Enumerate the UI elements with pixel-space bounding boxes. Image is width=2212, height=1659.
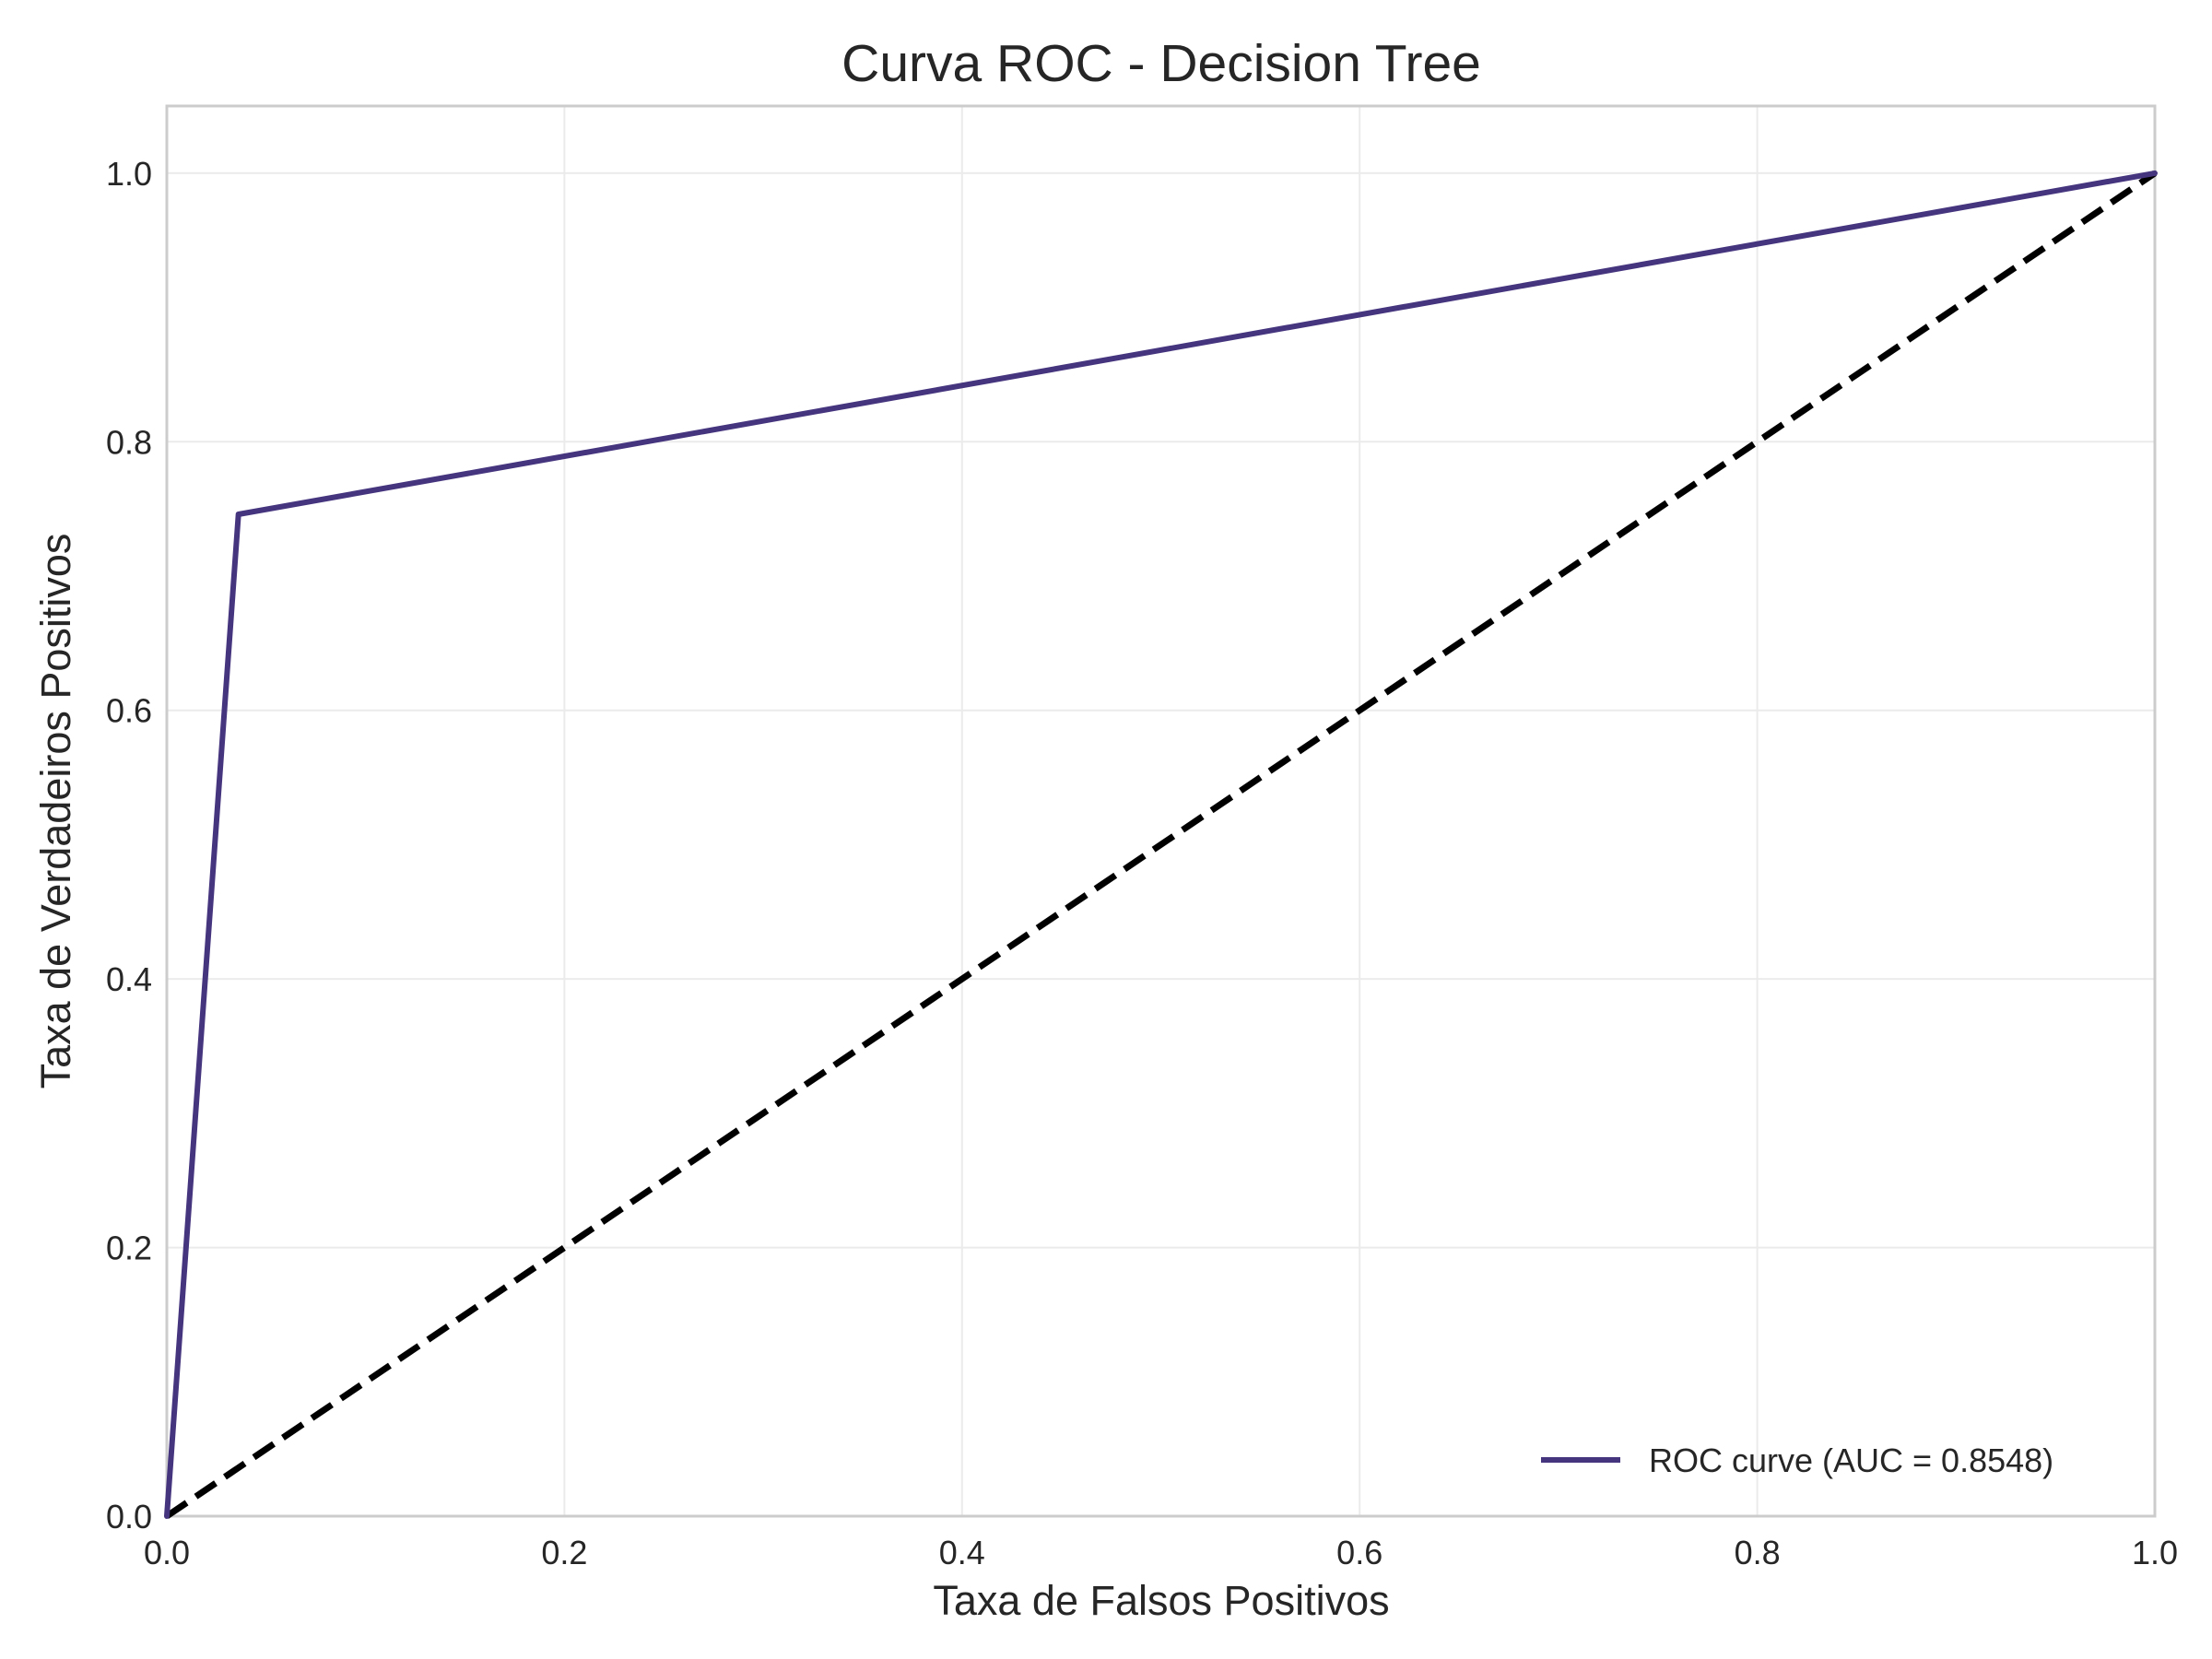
x-tick-label: 0.6: [1336, 1534, 1382, 1571]
y-tick-label: 0.8: [106, 423, 152, 461]
y-tick-label: 0.4: [106, 960, 152, 998]
x-tick-label: 0.0: [144, 1534, 190, 1571]
x-axis-label: Taxa de Falsos Positivos: [933, 1577, 1389, 1624]
y-axis-label: Taxa de Verdadeiros Positivos: [32, 534, 79, 1089]
x-tick-label: 0.2: [541, 1534, 587, 1571]
y-tick-label: 0.2: [106, 1230, 152, 1267]
legend-label-roc: ROC curve (AUC = 0.8548): [1649, 1441, 2053, 1479]
y-axis-ticks: 0.0 0.2 0.4 0.6 0.8 1.0: [106, 155, 152, 1535]
x-tick-label: 0.4: [939, 1534, 985, 1571]
roc-curve-line: [164, 170, 2158, 1519]
y-tick-label: 0.0: [106, 1498, 152, 1535]
x-tick-label: 0.8: [1735, 1534, 1781, 1571]
plot-frame: [165, 104, 2157, 1518]
random-baseline-line: [165, 170, 2157, 1519]
x-axis-ticks: 0.0 0.2 0.4 0.6 0.8 1.0: [144, 1534, 2178, 1571]
chart-title: Curva ROC - Decision Tree: [841, 34, 1481, 93]
legend: ROC curve (AUC = 0.8548): [1541, 1441, 2053, 1479]
series-layer: [164, 170, 2158, 1519]
grid: [166, 106, 2156, 1517]
y-tick-label: 0.6: [106, 692, 152, 730]
x-tick-label: 1.0: [2132, 1534, 2178, 1571]
y-tick-label: 1.0: [106, 155, 152, 193]
